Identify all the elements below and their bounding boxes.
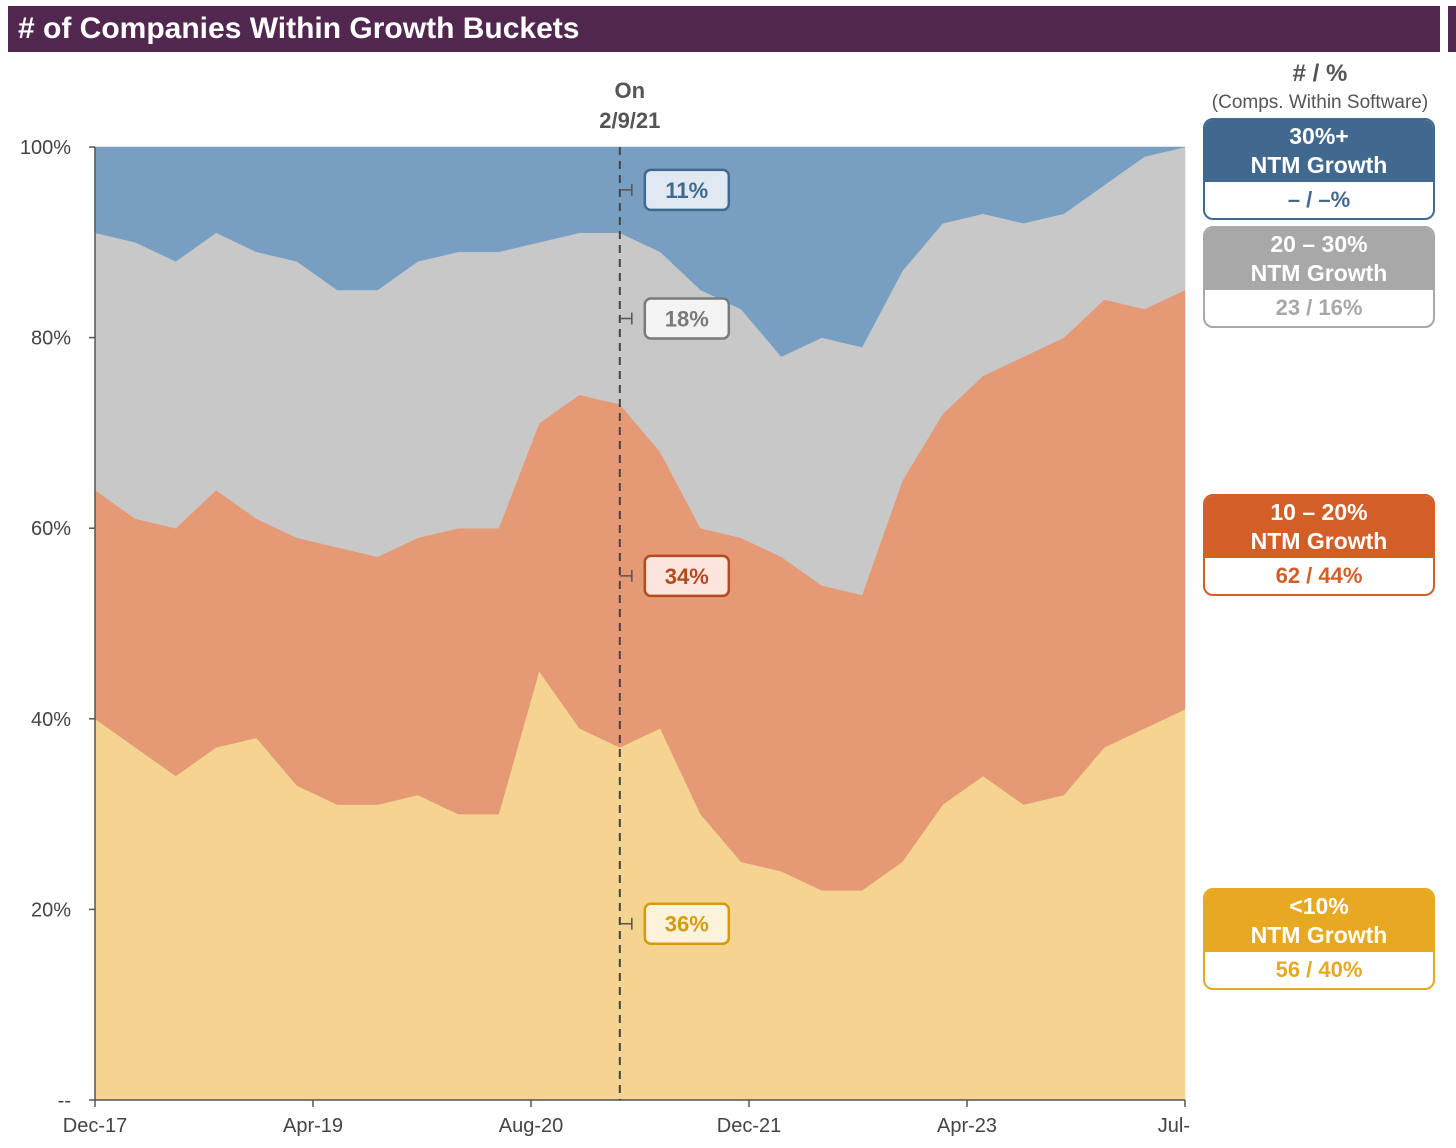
legend-item-header: 30%+ NTM Growth: [1205, 120, 1433, 182]
legend-item-metric: NTM Growth: [1250, 260, 1388, 286]
annotation-label-line2: 2/9/21: [599, 108, 660, 133]
legend-item-range: 30%+: [1289, 123, 1349, 149]
legend-item-header: 10 – 20% NTM Growth: [1205, 496, 1433, 558]
legend-item-under-10: <10% NTM Growth 56 / 40%: [1203, 888, 1435, 990]
legend-item-10-20: 10 – 20% NTM Growth 62 / 44%: [1203, 494, 1435, 596]
annotation-connector: [619, 569, 633, 582]
legend-item-range: 10 – 20%: [1270, 499, 1368, 525]
annotation-callout-value: 34%: [665, 564, 709, 589]
x-tick-label: Dec-21: [717, 1115, 781, 1137]
x-tick-label: Jul-24: [1158, 1115, 1190, 1137]
legend-item-metric: NTM Growth: [1250, 528, 1388, 554]
x-tick-label: Dec-17: [63, 1115, 127, 1137]
legend-item-value: 56 / 40%: [1275, 957, 1363, 982]
annotation-callout-box: [643, 168, 731, 212]
title-bar-edge: [1448, 6, 1456, 52]
legend-item-value: – / –%: [1287, 187, 1351, 212]
annotation-callout-box: [643, 902, 731, 945]
title-bar: # of Companies Within Growth Buckets: [8, 6, 1440, 52]
legend-item-header: 20 – 30% NTM Growth: [1205, 228, 1433, 290]
legend-title: # / %: [1292, 60, 1348, 87]
x-tick-label: Apr-19: [283, 1115, 343, 1137]
y-tick-label: 40%: [31, 709, 71, 731]
annotation-callout-value: 36%: [665, 912, 709, 937]
annotation-callout-box: [643, 554, 731, 598]
legend-subtitle: (Comps. Within Software): [1211, 92, 1429, 113]
y-tick-label: 100%: [20, 137, 71, 159]
annotation-callout-box: [643, 297, 731, 340]
legend-item-range: 20 – 30%: [1270, 231, 1368, 257]
annotation-connector: [619, 917, 633, 930]
chart-title: # of Companies Within Growth Buckets: [18, 12, 580, 45]
annotation-label-line1: On: [615, 78, 646, 103]
y-tick-label: 60%: [31, 518, 71, 540]
legend-item-value: 23 / 16%: [1275, 295, 1363, 320]
stacked-area-chart: -- 20% 40% 60% 80% 100% Dec-17 Apr-19 Aug-20 Dec-…: [20, 78, 1190, 1137]
legend-item-header: <10% NTM Growth: [1205, 890, 1433, 952]
legend-item-metric: NTM Growth: [1250, 152, 1388, 178]
x-tick-label: Apr-23: [937, 1115, 997, 1137]
annotation-connector: [619, 312, 633, 325]
legend-item-range: <10%: [1289, 893, 1349, 919]
area-series: [94, 146, 1186, 357]
y-tick-label: --: [58, 1090, 71, 1112]
legend-item-value: 62 / 44%: [1275, 563, 1363, 588]
legend-item-30-plus: 30%+ NTM Growth – / –%: [1203, 118, 1435, 220]
annotation-callout-value: 18%: [665, 307, 709, 332]
annotation-callout-value: 11%: [665, 178, 708, 203]
annotation-connector: [619, 183, 633, 196]
y-tick-label: 80%: [31, 328, 71, 350]
x-tick-label: Aug-20: [499, 1115, 564, 1137]
legend-item-metric: NTM Growth: [1250, 922, 1388, 948]
legend-item-20-30: 20 – 30% NTM Growth 23 / 16%: [1203, 226, 1435, 328]
y-tick-label: 20%: [31, 899, 71, 921]
